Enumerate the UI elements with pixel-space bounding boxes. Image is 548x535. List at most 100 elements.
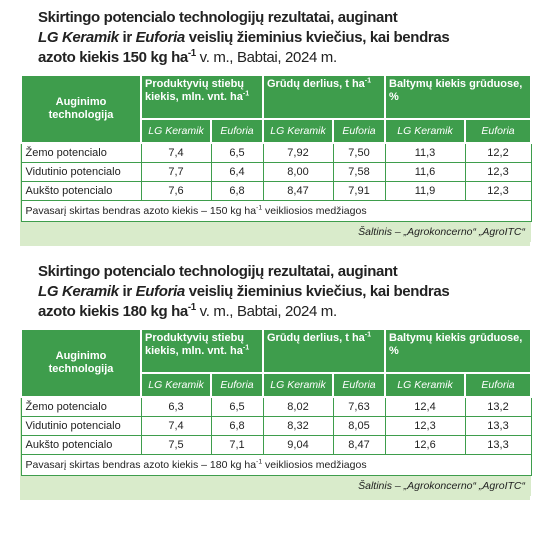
title-text: -1 <box>187 48 196 59</box>
variety-cell: LG Keramik <box>384 118 466 144</box>
title: Skirtingo potencialo technologijų rezult… <box>38 8 530 68</box>
variety-cell: LG Keramik <box>262 372 334 398</box>
value-cell: 7,4 <box>140 142 212 163</box>
note-superscript: -1 <box>256 204 263 212</box>
title-text: Skirtingo potencialo technologijų rezult… <box>38 9 398 26</box>
value-cell: 9,04 <box>262 435 334 455</box>
title-text: Euforia <box>135 29 186 46</box>
title-text: ir <box>118 29 136 46</box>
note-superscript: -1 <box>256 458 263 466</box>
variety-cell: LG Keramik <box>140 372 212 398</box>
value-cell: 7,92 <box>262 142 334 163</box>
variety-cell: Euforia <box>210 372 264 398</box>
table-body: Auginimo technologija Produktyvių stiebų … <box>20 74 533 242</box>
value-cell: 7,1 <box>210 435 264 455</box>
header-cell: Baltymų kiekis grūduose, % <box>383 74 533 120</box>
note-text: Pavasarį skirtas bendras azoto kiekis – … <box>25 205 257 217</box>
table: Auginimo technologija Produktyvių stiebų … <box>20 328 533 496</box>
value-cell: 6,8 <box>210 181 264 201</box>
title-text: ir <box>118 283 136 300</box>
value-cell: 7,7 <box>140 162 212 182</box>
value-cell: 6,3 <box>140 396 212 417</box>
value-cell: 11,9 <box>384 181 466 201</box>
variety-cell: Euforia <box>332 118 386 144</box>
note-text: Pavasarį skirtas bendras azoto kiekis – … <box>25 459 257 471</box>
source-row: Šaltinis – „Agrokoncerno“ „AgroITC“ <box>21 475 532 496</box>
header-row: Auginimo technologija Produktyvių stiebų … <box>20 74 533 144</box>
header-cell: Grūdų derlius, t ha-1 <box>262 328 386 374</box>
table-frame: Auginimo technologija Produktyvių stiebų … <box>20 328 533 500</box>
value-cell: 12,6 <box>384 435 466 455</box>
value-cell: 8,00 <box>262 162 334 182</box>
row-label: Vidutinio potencialo <box>20 416 142 436</box>
title-text: Euforia <box>135 283 186 300</box>
header-cell: Baltymų kiekis grūduose, % <box>383 328 533 374</box>
title-line: LG Keramik ir Euforia veislių žieminius … <box>38 28 530 48</box>
header-text: Produktyvių stiebų kiekis, mln. vnt. ha <box>145 78 245 103</box>
data-row: Vidutinio potencialo 7,4 6,8 8,32 8,05 12,3 13… <box>20 416 532 436</box>
value-cell: 8,47 <box>332 435 386 455</box>
data-row: Žemo potencialo 7,4 6,5 7,92 7,50 11,3 12,2 <box>20 142 532 163</box>
title-line: Skirtingo potencialo technologijų rezult… <box>38 8 530 28</box>
variety-cell: LG Keramik <box>262 118 334 144</box>
source-cell: Šaltinis – „Agrokoncerno“ „AgroITC“ <box>21 221 532 242</box>
title-line: azoto kiekis 180 kg ha-1 v. m., Babtai, … <box>38 302 530 322</box>
value-cell: 12,4 <box>384 396 466 417</box>
row-label: Aukšto potencialo <box>20 435 142 455</box>
value-cell: 6,8 <box>210 416 264 436</box>
title-text: azoto kiekis 180 kg ha <box>38 303 188 320</box>
variety-cell: Euforia <box>463 118 533 144</box>
header-cell: Produktyvių stiebų kiekis, mln. vnt. ha-… <box>140 328 264 374</box>
variety-cell: LG Keramik <box>384 372 466 398</box>
variety-cell: Euforia <box>332 372 386 398</box>
table-block: Skirtingo potencialo technologijų rezult… <box>20 262 533 500</box>
row-label: Žemo potencialo <box>20 142 142 163</box>
title-text: LG Keramik <box>38 29 119 46</box>
source-cell: Šaltinis – „Agrokoncerno“ „AgroITC“ <box>21 475 532 496</box>
value-cell: 6,5 <box>210 142 264 163</box>
title: Skirtingo potencialo technologijų rezult… <box>38 262 530 322</box>
note-row: Pavasarį skirtas bendras azoto kiekis – … <box>20 454 532 476</box>
note-text: veikliosios medžiagos <box>262 205 367 217</box>
header-superscript: -1 <box>364 330 372 339</box>
row-label: Vidutinio potencialo <box>20 162 142 182</box>
title-text: v. m., Babtai, 2024 m. <box>195 303 337 320</box>
value-cell: 7,50 <box>332 142 386 163</box>
value-cell: 7,91 <box>332 181 386 201</box>
value-cell: 7,63 <box>332 396 386 417</box>
title-text: LG Keramik <box>38 283 119 300</box>
value-cell: 6,4 <box>210 162 264 182</box>
table-frame: Auginimo technologija Produktyvių stiebų … <box>20 74 533 246</box>
table-body: Auginimo technologija Produktyvių stiebų … <box>20 328 533 496</box>
title-text: v. m., Babtai, 2024 m. <box>195 49 337 66</box>
value-cell: 11,6 <box>384 162 466 182</box>
value-cell: 13,3 <box>464 435 532 455</box>
header-row: Auginimo technologija Produktyvių stiebų … <box>20 328 533 398</box>
value-cell: 12,2 <box>464 142 532 163</box>
value-cell: 6,5 <box>210 396 264 417</box>
variety-cell: LG Keramik <box>140 118 212 144</box>
header-text: Grūdų derlius, t ha <box>267 78 365 90</box>
value-cell: 7,4 <box>140 416 212 436</box>
title-text: veislių žieminius kviečius, kai bendras <box>184 283 450 300</box>
value-cell: 11,3 <box>384 142 466 163</box>
header-cell: Grūdų derlius, t ha-1 <box>262 74 386 120</box>
value-cell: 8,47 <box>262 181 334 201</box>
header-superscript: -1 <box>364 76 372 85</box>
variety-cell: Euforia <box>463 372 533 398</box>
note-text: veikliosios medžiagos <box>262 459 367 471</box>
title-line: azoto kiekis 150 kg ha-1 v. m., Babtai, … <box>38 48 530 68</box>
header-text: Grūdų derlius, t ha <box>267 332 365 344</box>
title-line: LG Keramik ir Euforia veislių žieminius … <box>38 282 530 302</box>
value-cell: 12,3 <box>384 416 466 436</box>
value-cell: 7,6 <box>140 181 212 201</box>
header-cell: Auginimo technologija <box>20 74 142 144</box>
header-superscript: -1 <box>242 89 250 98</box>
note-cell: Pavasarį skirtas bendras azoto kiekis – … <box>20 200 532 222</box>
table-block: Skirtingo potencialo technologijų rezult… <box>20 8 533 246</box>
header-text: Baltymų kiekis grūduose, % <box>389 332 523 357</box>
data-row: Vidutinio potencialo 7,7 6,4 8,00 7,58 11,6 12… <box>20 162 532 182</box>
data-row: Aukšto potencialo 7,6 6,8 8,47 7,91 11,9 12,3 <box>20 181 532 201</box>
value-cell: 7,5 <box>140 435 212 455</box>
